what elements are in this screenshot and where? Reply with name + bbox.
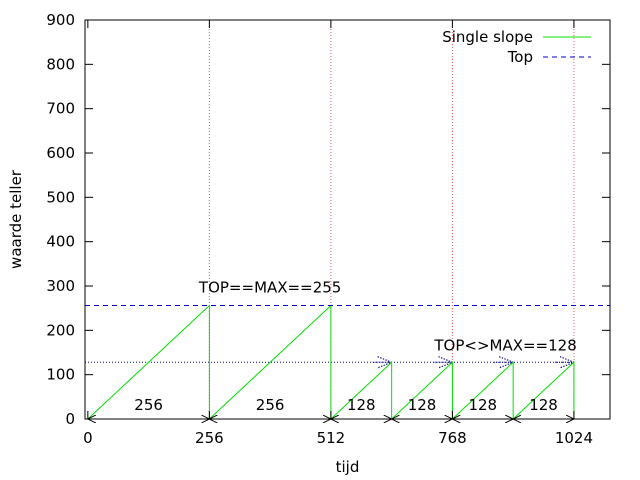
y-tick-label: 500 — [46, 188, 75, 206]
x-tick-label: 768 — [438, 429, 467, 447]
y-tick-label: 200 — [46, 321, 75, 339]
axes-layer: 0 100 200 300 400 500 600 700 800 900 0 256 512 768 10… — [46, 11, 610, 447]
interval-label: 256 — [134, 396, 163, 414]
legend-label: Top — [507, 48, 533, 66]
y-tick-label: 700 — [46, 100, 75, 118]
y-tick-label: 100 — [46, 366, 75, 384]
y-axis-label: waarde teller — [7, 169, 25, 269]
y-tick-label: 400 — [46, 233, 75, 251]
annotation: TOP==MAX==255 — [198, 279, 341, 297]
vertical-lines-layer — [208, 20, 575, 419]
interval-label: 128 — [529, 396, 558, 414]
x-tick-label: 0 — [83, 429, 93, 447]
y-tick-label: 600 — [46, 144, 75, 162]
legend-label: Single slope — [442, 28, 533, 46]
plot-frame — [84, 19, 611, 420]
interval-label: 256 — [256, 396, 285, 414]
x-tick-label: 1024 — [555, 429, 593, 447]
interval-label: 128 — [408, 396, 437, 414]
x-axis-label: tijd — [336, 458, 360, 476]
x-tick-label: 512 — [317, 429, 346, 447]
interval-label: 128 — [468, 396, 497, 414]
y-tick-label: 800 — [46, 55, 75, 73]
annotations-layer: TOP==MAX==255 TOP<>MAX==128 — [198, 279, 577, 355]
legend: Single slope Top — [442, 28, 591, 66]
y-tick-label: 0 — [65, 410, 75, 428]
y-tick-label: 900 — [46, 11, 75, 29]
annotation: TOP<>MAX==128 — [433, 336, 576, 354]
y-tick-label: 300 — [46, 277, 75, 295]
interval-label: 128 — [347, 396, 376, 414]
x-tick-label: 256 — [195, 429, 224, 447]
